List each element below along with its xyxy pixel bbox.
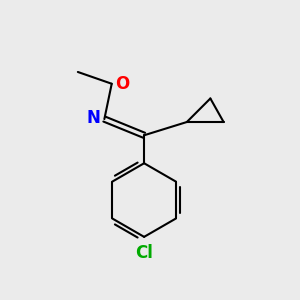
Text: N: N: [86, 109, 100, 127]
Text: Cl: Cl: [135, 244, 153, 262]
Text: O: O: [115, 75, 130, 93]
